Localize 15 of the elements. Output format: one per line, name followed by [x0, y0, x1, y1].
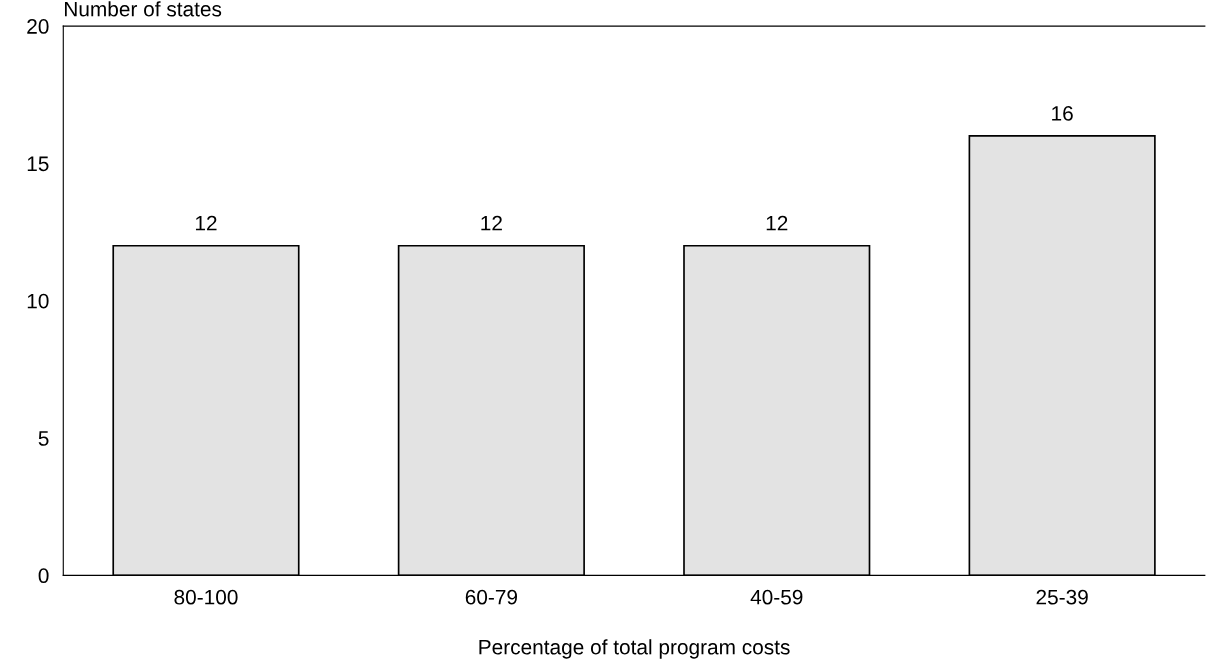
- y-axis-title: Number of states: [64, 1, 222, 17]
- y-tick-label: 20: [27, 19, 49, 34]
- y-tick-label: 5: [38, 431, 49, 446]
- y-tick-label: 10: [27, 293, 49, 309]
- data-label: 16: [1052, 105, 1073, 121]
- data-label: 12: [195, 215, 217, 231]
- y-tick-label: 15: [27, 156, 49, 172]
- x-tick-label: 60-79: [465, 589, 518, 605]
- x-tick-label: 25-39: [1036, 589, 1088, 605]
- data-label: 12: [481, 215, 502, 231]
- x-tick-label: 80-100: [174, 589, 238, 605]
- x-axis-title: Percentage of total program costs: [479, 639, 790, 659]
- y-tick-label: 0: [38, 568, 49, 584]
- data-label: 12: [766, 215, 788, 231]
- x-tick-label: 40-59: [750, 589, 803, 605]
